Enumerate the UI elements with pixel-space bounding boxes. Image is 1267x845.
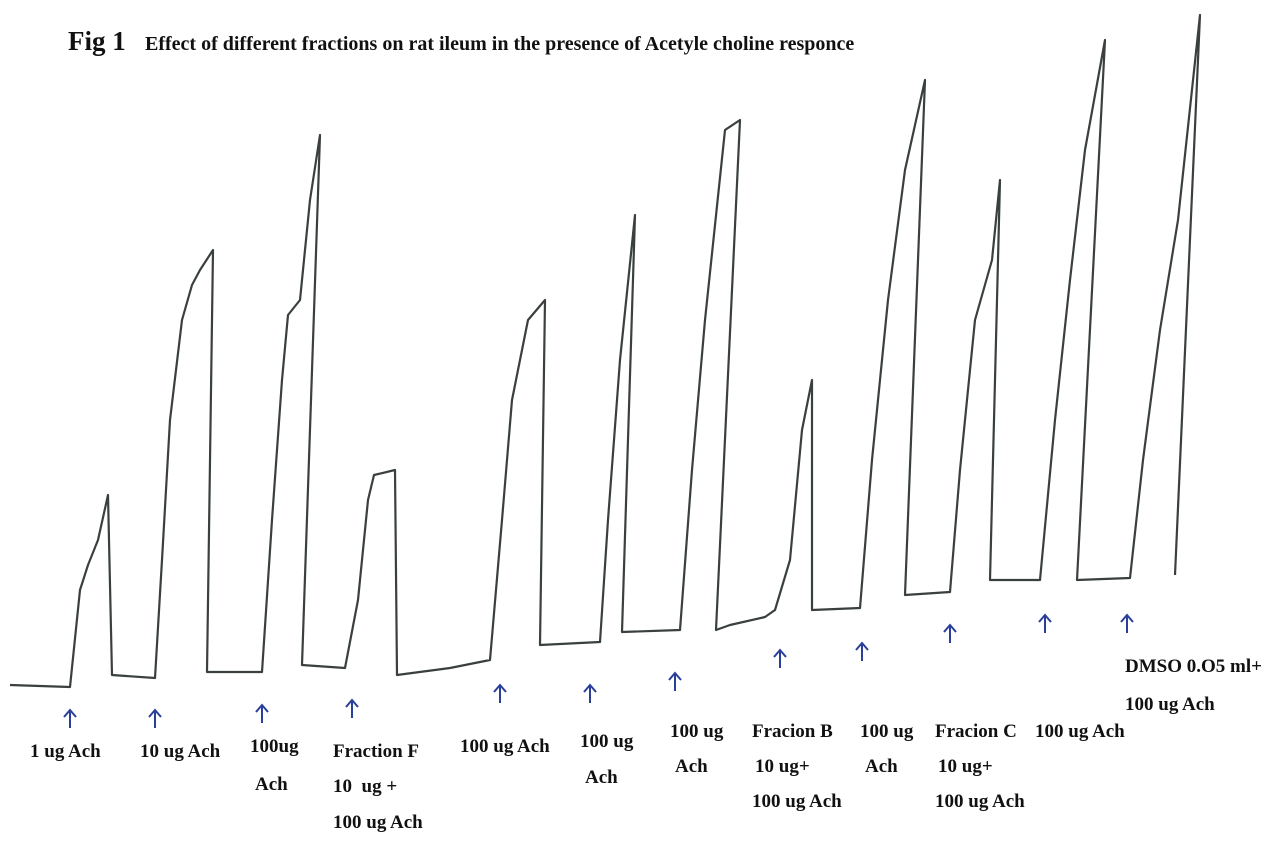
- label: Fraction F: [333, 741, 419, 762]
- label: Ach: [255, 774, 288, 795]
- figure: Fig 1 Effect of different fractions on r…: [0, 0, 1267, 845]
- label: 10 ug +: [333, 776, 397, 797]
- figure-number: Fig 1: [68, 26, 126, 56]
- label: 100 ug Ach: [1035, 721, 1125, 742]
- label: 100 ug Ach: [1125, 694, 1215, 715]
- label: 1 ug Ach: [30, 741, 101, 762]
- label: 10 ug+: [755, 756, 810, 777]
- label: 100 ug Ach: [333, 812, 423, 833]
- label: Ach: [585, 767, 618, 788]
- label: Fracion B: [752, 721, 833, 742]
- label: 100 ug Ach: [460, 736, 550, 757]
- label: 100 ug Ach: [935, 791, 1025, 812]
- label: Fracion C: [935, 721, 1017, 742]
- label: 100ug: [250, 736, 299, 757]
- label: DMSO 0.O5 ml+: [1125, 656, 1262, 677]
- label: 100 ug: [580, 731, 634, 752]
- label: 100 ug: [670, 721, 724, 742]
- label: 100 ug: [860, 721, 914, 742]
- label: 10 ug+: [938, 756, 993, 777]
- caption: Effect of different fractions on rat ile…: [145, 33, 854, 55]
- label: 10 ug Ach: [140, 741, 221, 762]
- background: [0, 0, 1267, 845]
- label: Ach: [675, 756, 708, 777]
- label: 100 ug Ach: [752, 791, 842, 812]
- label: Ach: [865, 756, 898, 777]
